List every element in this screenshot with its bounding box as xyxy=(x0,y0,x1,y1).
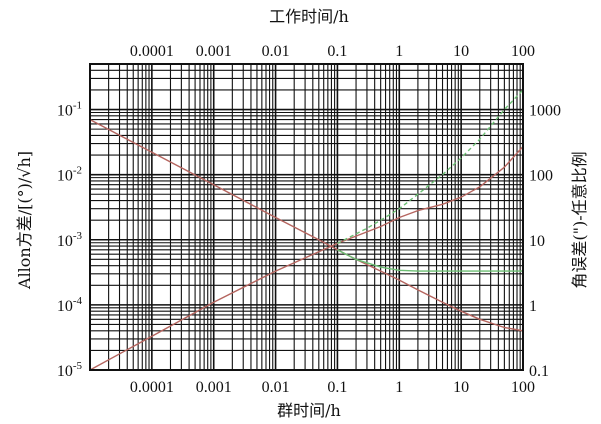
x-axis-title: 群时间/h xyxy=(277,401,341,420)
x2-tick-label: 10 xyxy=(453,43,469,60)
y2-tick-label: 0.1 xyxy=(529,363,549,380)
series-line-4 xyxy=(337,249,523,272)
x-tick-label: 1 xyxy=(395,379,403,396)
x2-tick-label: 0.001 xyxy=(196,43,232,60)
x-tick-label: 10 xyxy=(453,379,469,396)
x2-tick-label: 1 xyxy=(395,43,403,60)
series-line-3 xyxy=(337,89,524,245)
x2-tick-label: 0.0001 xyxy=(130,43,174,60)
series-line-2 xyxy=(89,146,524,371)
y-tick-label: 10-5 xyxy=(57,360,83,380)
plot-frame xyxy=(89,63,524,371)
y2-axis-title: 角误差(")-任意比例 xyxy=(570,151,589,288)
x-tick-label: 0.1 xyxy=(327,379,347,396)
y-tick-label: 10-4 xyxy=(57,295,83,315)
y-tick-label: 10-3 xyxy=(57,230,83,250)
x2-axis-title: 工作时间/h xyxy=(269,7,349,26)
y2-tick-label: 100 xyxy=(529,168,553,185)
tick-labels: 0.0001 0.001 0.01 0.1 1 10 100 0.0001 0.001 0.01 0… xyxy=(57,43,561,396)
series-line-1 xyxy=(89,118,524,332)
y2-tick-label: 1 xyxy=(529,298,537,315)
x-tick-label: 0.0001 xyxy=(130,379,174,396)
y-tick-label: 10-1 xyxy=(57,100,82,120)
y2-tick-label: 1000 xyxy=(529,103,561,120)
y-tick-label: 10-2 xyxy=(57,165,82,185)
x-tick-label: 0.01 xyxy=(262,379,290,396)
y2-tick-label: 10 xyxy=(529,233,545,250)
x-tick-label: 100 xyxy=(511,379,535,396)
x-tick-label: 0.001 xyxy=(196,379,232,396)
series-layer xyxy=(89,89,524,371)
x2-tick-label: 0.01 xyxy=(262,43,290,60)
x2-tick-label: 0.1 xyxy=(327,43,347,60)
x2-tick-label: 100 xyxy=(511,43,535,60)
grid xyxy=(89,63,523,371)
y-axis-title: Allon方差/[(°)/√h] xyxy=(15,151,34,290)
